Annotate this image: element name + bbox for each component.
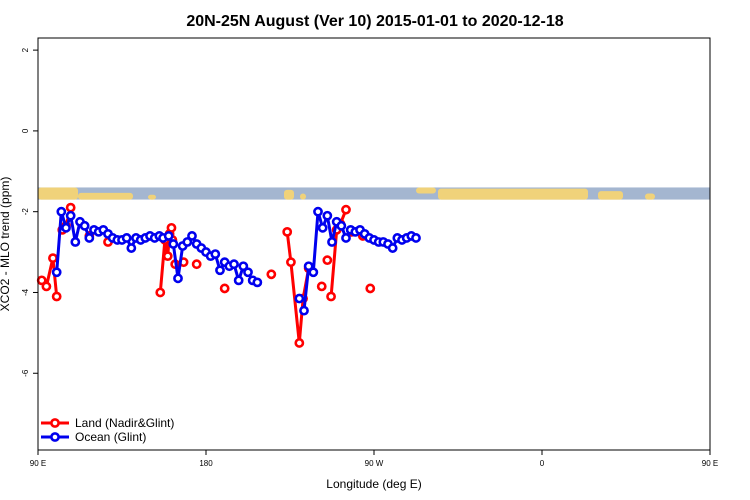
- legend-marker-land: [50, 418, 60, 428]
- series-1-point-0: [51, 267, 62, 278]
- series-1: [51, 206, 421, 316]
- y-tick-label-3: -4: [21, 288, 30, 296]
- series-0-point-19: [266, 269, 277, 280]
- land-patch-2: [148, 194, 156, 200]
- series-0-point-21: [286, 257, 296, 268]
- map-strip-land: [38, 187, 655, 200]
- series-1-point-28: [182, 237, 193, 247]
- legend-item-ocean: Ocean (Glint): [41, 430, 146, 444]
- series-layer: [36, 202, 421, 348]
- series-1-point-25: [168, 239, 179, 249]
- series-1-point-2: [61, 222, 71, 233]
- series-1-point-46: [303, 261, 314, 272]
- x-tick-label-2: 90 W: [365, 459, 384, 468]
- legend: Land (Nadir&Glint) Ocean (Glint): [41, 416, 174, 444]
- land-patch-5: [416, 187, 436, 194]
- series-1-point-51: [327, 237, 337, 247]
- series-1-point-69: [411, 233, 421, 243]
- series-0-point-1: [41, 281, 52, 292]
- series-1-point-1: [56, 206, 67, 217]
- land-patch-7: [598, 191, 623, 200]
- series-1-point-34: [210, 249, 221, 259]
- map-strip: [38, 187, 710, 200]
- series-1-point-39: [233, 275, 244, 286]
- series-0-point-3: [51, 291, 62, 302]
- series-1-point-40: [238, 261, 249, 272]
- series-0-point-30: [341, 204, 351, 215]
- series-0-point-11: [162, 251, 173, 262]
- chart-title: 20N-25N August (Ver 10) 2015-01-01 to 20…: [186, 13, 563, 30]
- legend-label-land: Land (Nadir&Glint): [75, 416, 174, 430]
- land-patch-0: [38, 187, 78, 200]
- series-0-point-2: [48, 253, 58, 264]
- series-1-point-29: [187, 231, 197, 241]
- series-1-point-47: [308, 267, 319, 278]
- series-1-point-53: [336, 220, 347, 231]
- legend-marker-ocean: [50, 432, 60, 442]
- series-1-point-4: [70, 237, 81, 247]
- series-0-point-27: [326, 291, 336, 302]
- x-axis: 90 E 180 90 W 0 90 E: [30, 450, 718, 468]
- series-1-point-54: [341, 233, 351, 243]
- series-0-point-25: [316, 281, 327, 292]
- y-tick-label-0: 2: [21, 47, 30, 52]
- series-1-point-26: [173, 273, 183, 284]
- series-1-point-15: [121, 233, 132, 243]
- x-tick-label-0: 90 E: [30, 459, 46, 468]
- series-1-point-49: [317, 222, 328, 233]
- series-0-point-33: [365, 283, 376, 294]
- x-tick-label-1: 180: [199, 459, 213, 468]
- series-1-point-64: [387, 243, 398, 253]
- series-0-point-26: [322, 255, 333, 266]
- series-1-point-7: [84, 233, 95, 243]
- x-axis-label: Longitude (deg E): [326, 477, 421, 491]
- x-tick-label-4: 90 E: [702, 459, 718, 468]
- series-1-point-3: [65, 210, 76, 221]
- legend-label-ocean: Ocean (Glint): [75, 430, 146, 444]
- series-0-point-6: [65, 202, 76, 213]
- series-1-point-38: [229, 259, 239, 270]
- series-1-point-48: [313, 206, 323, 217]
- land-patch-1: [78, 192, 133, 200]
- land-patch-3: [284, 189, 294, 200]
- y-axis: 2 0 -2 -4 -6: [21, 47, 38, 377]
- series-1-point-16: [126, 243, 137, 253]
- series-1-point-6: [79, 220, 90, 231]
- y-tick-label-4: -6: [21, 369, 30, 377]
- series-1-point-41: [243, 267, 253, 278]
- series-0-point-13: [166, 222, 177, 233]
- series-0-point-20: [282, 226, 293, 237]
- land-patch-8: [645, 193, 655, 200]
- series-1-point-24: [163, 231, 174, 241]
- y-tick-label-2: -2: [21, 208, 30, 216]
- x-tick-label-3: 0: [540, 459, 545, 468]
- land-patch-6: [438, 188, 588, 200]
- series-0-point-9: [155, 287, 166, 298]
- series-1-point-45: [299, 305, 309, 316]
- y-axis-label: XCO2 - MLO trend (ppm): [0, 177, 12, 312]
- y-tick-label-1: 0: [21, 128, 30, 133]
- series-1-point-44: [294, 293, 305, 304]
- land-patch-4: [300, 193, 306, 200]
- series-1-point-35: [215, 265, 225, 276]
- series-0-point-17: [191, 259, 202, 270]
- series-0-point-22: [294, 338, 305, 348]
- series-0-point-18: [219, 283, 230, 294]
- series-1-point-43: [252, 277, 263, 288]
- series-1-point-50: [322, 210, 333, 221]
- legend-item-land: Land (Nadir&Glint): [41, 416, 174, 430]
